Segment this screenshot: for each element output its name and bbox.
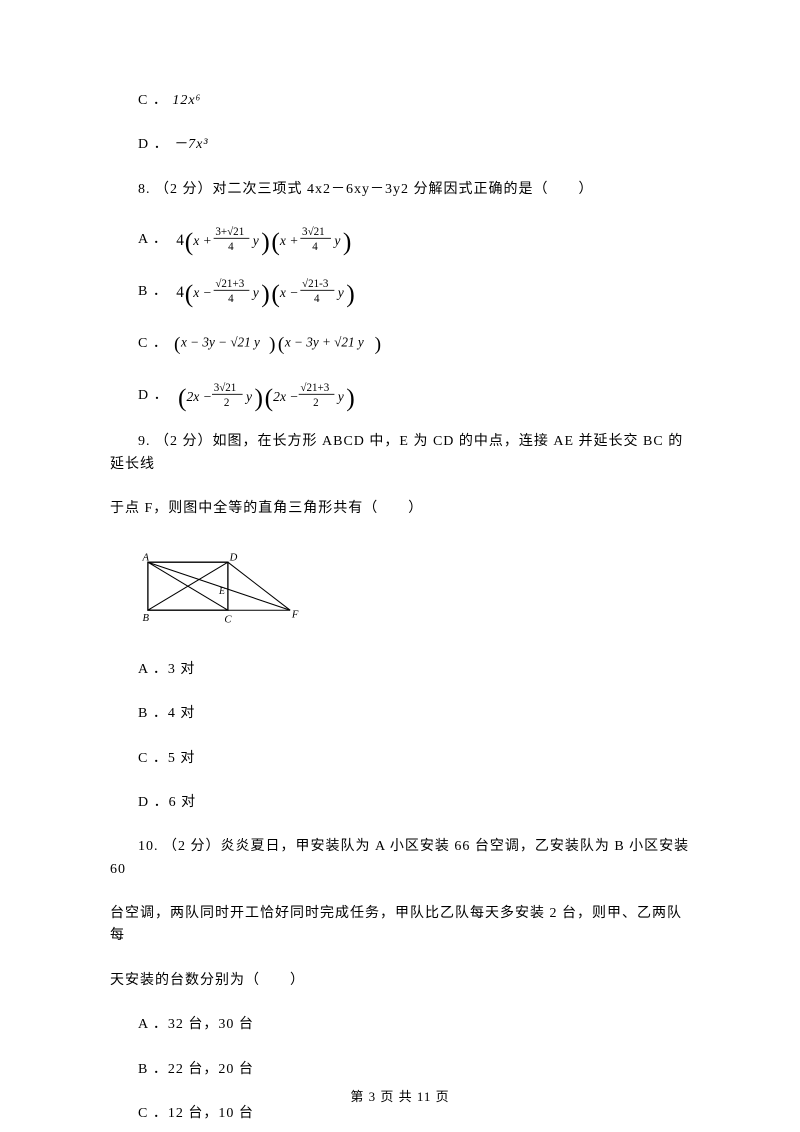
q9-stem-2: 于点 F，则图中全等的直角三角形共有（ ） <box>110 498 690 520</box>
q8-optC-formula: ( x − 3y − √21 y ) ( x − 3y + √21 y ) <box>174 327 394 361</box>
svg-text:x − 3y − √21 y: x − 3y − √21 y <box>180 335 260 350</box>
svg-text:): ) <box>269 334 275 355</box>
svg-text:x −: x − <box>192 285 212 300</box>
q10-option-a: A ．32 台，30 台 <box>110 1014 690 1036</box>
svg-text:(: ( <box>174 334 180 355</box>
svg-text:(: ( <box>185 279 194 308</box>
svg-text:3√21: 3√21 <box>302 226 325 238</box>
svg-text:B: B <box>143 613 150 624</box>
svg-text:√21-3: √21-3 <box>302 278 329 290</box>
q8-option-d: D ． ( 2x − 3√21 2 y ) ( 2x − √21+3 2 y ) <box>110 379 690 413</box>
q8-optD-formula: ( 2x − 3√21 2 y ) ( 2x − √21+3 2 y ) <box>175 379 385 413</box>
svg-text:(: ( <box>178 383 187 412</box>
svg-text:F: F <box>291 610 299 621</box>
svg-text:): ) <box>254 383 263 412</box>
svg-text:(: ( <box>185 227 194 256</box>
q7-optD-prefix: D ． <box>138 137 169 152</box>
svg-text:y: y <box>335 389 344 404</box>
svg-text:x +: x + <box>279 233 299 248</box>
svg-text:(: ( <box>271 227 280 256</box>
svg-text:): ) <box>343 227 352 256</box>
svg-text:4: 4 <box>176 232 184 249</box>
q7-optC-expr: 12x⁶ <box>172 93 201 108</box>
q7-optD-expr: －7x³ <box>173 137 208 152</box>
page-footer: 第 3 页 共 11 页 <box>0 1087 800 1108</box>
svg-text:): ) <box>374 334 380 355</box>
q9-option-d: D ．6 对 <box>110 792 690 814</box>
svg-text:2: 2 <box>313 397 319 409</box>
svg-text:√21+3: √21+3 <box>215 278 244 290</box>
svg-text:4: 4 <box>176 284 184 301</box>
q8-optD-label: D ． <box>138 385 169 407</box>
svg-text:y: y <box>332 233 341 248</box>
svg-text:C: C <box>224 615 232 626</box>
q8-optC-label: C ． <box>138 333 168 355</box>
svg-text:E: E <box>218 587 225 598</box>
q9-stem-1: 9. （2 分）如图，在长方形 ABCD 中，E 为 CD 的中点，连接 AE … <box>110 431 690 476</box>
q10-stem-2: 台空调，两队同时开工恰好同时完成任务，甲队比乙队每天多安装 2 台，则甲、乙两队… <box>110 903 690 948</box>
q10-stem-1: 10. （2 分）炎炎夏日，甲安装队为 A 小区安装 66 台空调，乙安装队为 … <box>110 836 690 881</box>
q8-optA-formula: 4 ( x + 3+√21 4 y ) ( x + 3√21 4 y ) <box>174 223 374 257</box>
q10-stem-3: 天安装的台数分别为（ ） <box>110 970 690 992</box>
svg-text:): ) <box>261 227 270 256</box>
q8-stem: 8. （2 分）对二次三项式 4x2－6xy－3y2 分解因式正确的是（ ） <box>110 179 690 201</box>
q9-option-a: A ．3 对 <box>110 659 690 681</box>
svg-text:(: ( <box>271 279 280 308</box>
svg-text:4: 4 <box>312 241 318 253</box>
q9-option-c: C ．5 对 <box>110 748 690 770</box>
svg-text:x − 3y + √21 y: x − 3y + √21 y <box>284 335 364 350</box>
svg-text:(: ( <box>278 334 284 355</box>
svg-text:3+√21: 3+√21 <box>215 226 244 238</box>
svg-text:y: y <box>251 233 260 248</box>
svg-text:y: y <box>251 285 260 300</box>
q8-optB-formula: 4 ( x − √21+3 4 y ) ( x − √21-3 4 y ) <box>174 275 374 309</box>
svg-text:): ) <box>261 279 270 308</box>
q8-option-a: A ． 4 ( x + 3+√21 4 y ) ( x + 3√21 4 y ) <box>110 223 690 257</box>
q7-option-c: C ． 12x⁶ <box>110 90 690 112</box>
svg-text:4: 4 <box>228 293 234 305</box>
svg-text:2: 2 <box>224 397 230 409</box>
q7-optC-prefix: C ． <box>138 93 168 108</box>
svg-text:2x −: 2x − <box>273 389 298 404</box>
q8-option-b: B ． 4 ( x − √21+3 4 y ) ( x − √21-3 4 y … <box>110 275 690 309</box>
svg-text:4: 4 <box>314 293 320 305</box>
q8-optB-label: B ． <box>138 281 168 303</box>
svg-text:A: A <box>142 553 150 564</box>
svg-text:2x −: 2x − <box>186 389 211 404</box>
svg-text:y: y <box>244 389 253 404</box>
svg-text:√21+3: √21+3 <box>300 382 329 394</box>
svg-text:(: ( <box>264 383 273 412</box>
q7-option-d: D ． －7x³ <box>110 134 690 156</box>
q9-option-b: B ．4 对 <box>110 703 690 725</box>
svg-text:y: y <box>336 285 345 300</box>
q8-option-c: C ． ( x − 3y − √21 y ) ( x − 3y + √21 y … <box>110 327 690 361</box>
q8-optA-label: A ． <box>138 229 168 251</box>
svg-text:4: 4 <box>228 241 234 253</box>
q10-option-b: B ．22 台，20 台 <box>110 1059 690 1081</box>
svg-text:): ) <box>346 383 355 412</box>
svg-text:3√21: 3√21 <box>213 382 236 394</box>
svg-text:x +: x + <box>192 233 212 248</box>
q9-figure: A D B C F E <box>124 548 314 628</box>
svg-text:): ) <box>346 279 355 308</box>
svg-text:D: D <box>229 553 238 564</box>
svg-text:x −: x − <box>279 285 299 300</box>
